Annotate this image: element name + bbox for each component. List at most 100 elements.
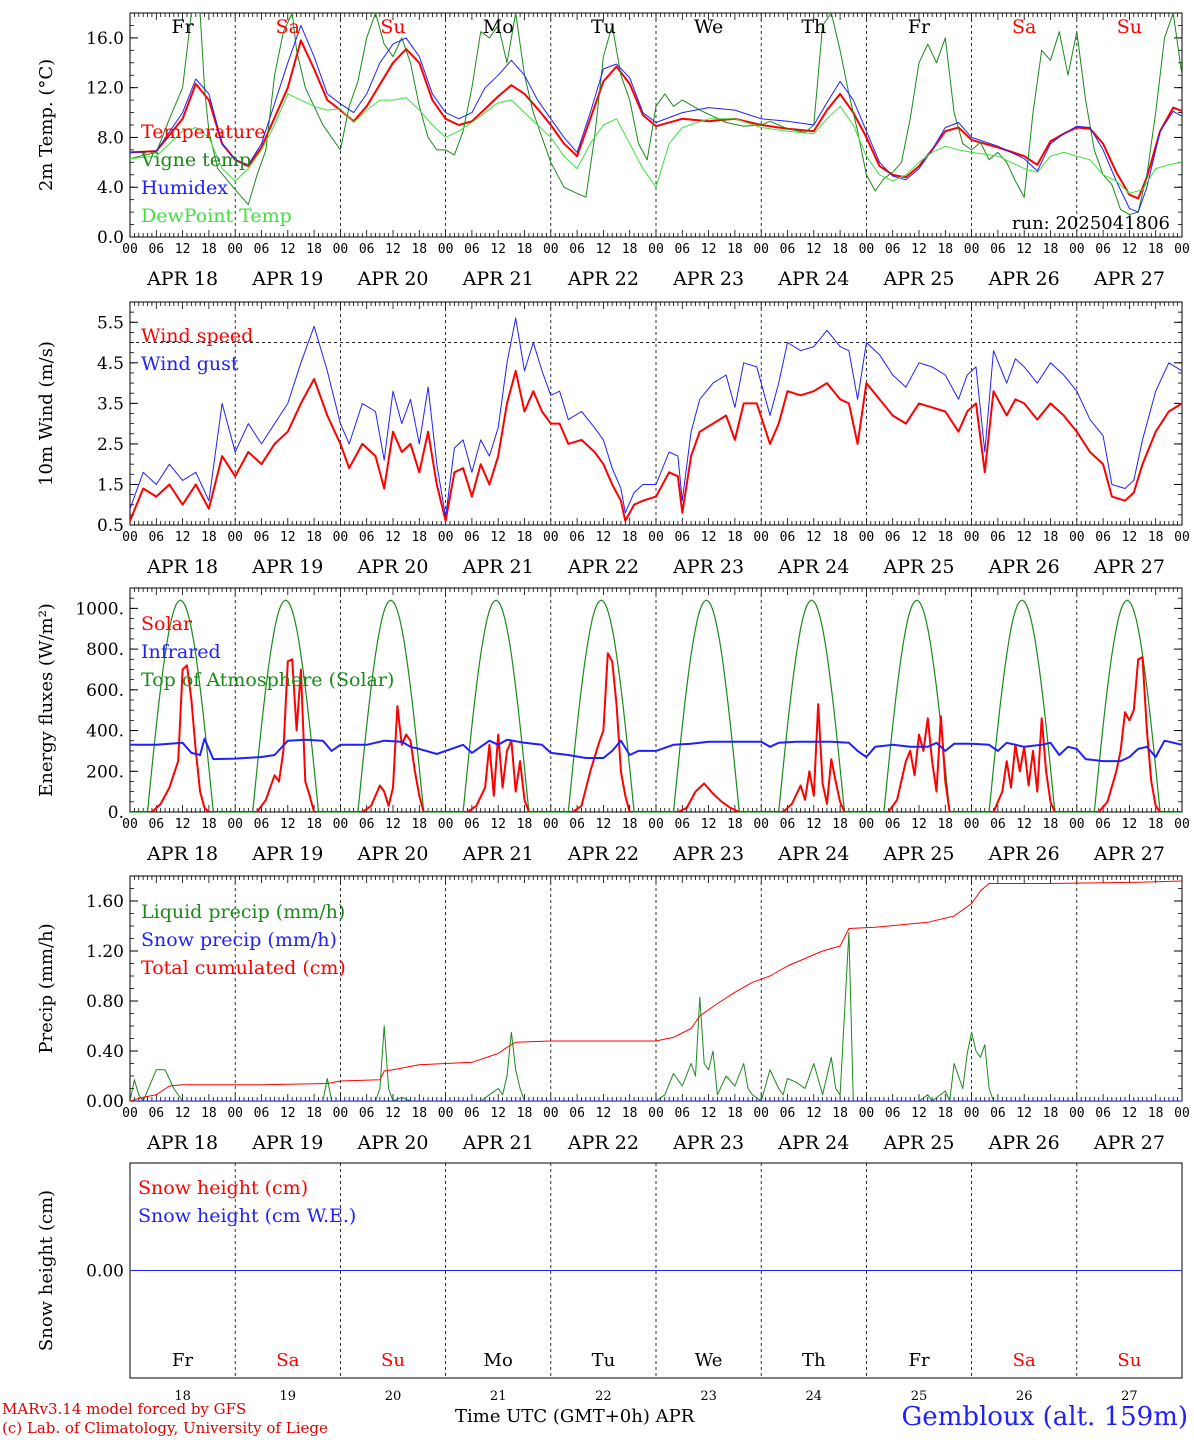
- y-tick-label: 8.0: [97, 128, 124, 148]
- hour-label: 00: [648, 242, 664, 257]
- date-label: APR 27: [1093, 268, 1165, 290]
- series-line: [130, 93, 1182, 194]
- hour-label: 18: [1148, 530, 1164, 545]
- hour-label: 00: [543, 817, 559, 832]
- hour-label: 12: [701, 817, 717, 832]
- hour-label: 00: [438, 242, 454, 257]
- hour-label: 00: [122, 1106, 138, 1121]
- series-line: [130, 13, 1182, 216]
- hour-label: 18: [937, 242, 953, 257]
- day-number: 19: [280, 1389, 297, 1404]
- hour-label: 12: [385, 1106, 401, 1121]
- legend-entry: Wind gust: [141, 353, 239, 375]
- hour-label: 00: [438, 530, 454, 545]
- model-credit: MARv3.14 model forced by GFS (c) Lab. of…: [2, 1400, 328, 1438]
- hour-label: 12: [806, 1106, 822, 1121]
- day-abbrev: Tu: [591, 16, 616, 38]
- series-line: [130, 39, 1182, 200]
- hour-label: 00: [859, 242, 875, 257]
- hour-label: 18: [1148, 242, 1164, 257]
- date-label: APR 18: [146, 1132, 218, 1154]
- date-label: APR 23: [672, 1132, 744, 1154]
- hour-label: 06: [569, 817, 585, 832]
- day-number: 24: [806, 1389, 823, 1404]
- series-line: [130, 369, 1182, 522]
- hour-label: 06: [885, 817, 901, 832]
- hour-label: 00: [859, 1106, 875, 1121]
- date-label: APR 22: [567, 843, 639, 865]
- day-abbrev: Sa: [276, 16, 300, 38]
- hour-label: 18: [201, 1106, 217, 1121]
- date-label: APR 18: [146, 268, 218, 290]
- y-axis-label: Snow height (cm): [36, 1190, 57, 1351]
- hour-label: 00: [1174, 817, 1190, 832]
- hour-label: 18: [622, 242, 638, 257]
- hour-label: 06: [464, 817, 480, 832]
- hour-label: 00: [753, 817, 769, 832]
- y-axis-label: Energy fluxes (W/m²): [36, 603, 57, 797]
- hour-label: 06: [1095, 1106, 1111, 1121]
- hour-label: 06: [1095, 530, 1111, 545]
- date-label: APR 18: [146, 556, 218, 578]
- hour-label: 00: [1069, 817, 1085, 832]
- y-tick-label: 0.80: [86, 992, 124, 1012]
- hour-label: 00: [1174, 242, 1190, 257]
- hour-label: 12: [806, 817, 822, 832]
- hour-label: 00: [543, 242, 559, 257]
- day-abbrev: Fr: [908, 1350, 929, 1371]
- hour-label: 00: [859, 817, 875, 832]
- hour-label: 12: [490, 817, 506, 832]
- hour-label: 06: [148, 1106, 164, 1121]
- panel-frame: [129, 301, 1183, 526]
- date-label: APR 25: [882, 843, 954, 865]
- hour-label: 00: [227, 817, 243, 832]
- day-abbrev: Su: [381, 1350, 405, 1371]
- hour-label: 00: [227, 242, 243, 257]
- hour-label: 12: [385, 817, 401, 832]
- credit-line-model: MARv3.14 model forced by GFS: [2, 1400, 247, 1418]
- hour-label: 00: [1069, 530, 1085, 545]
- hour-label: 06: [990, 530, 1006, 545]
- date-label: APR 21: [462, 268, 534, 290]
- y-tick-label: 4.0: [97, 178, 124, 198]
- hour-label: 06: [885, 1106, 901, 1121]
- date-label: APR 25: [882, 556, 954, 578]
- legend-entry: Infrared: [141, 641, 221, 663]
- legend-entry: Total cumulated (cm): [141, 957, 346, 979]
- day-number: 20: [385, 1389, 402, 1404]
- day-abbrev: Su: [1117, 1350, 1141, 1371]
- hour-label: 00: [648, 1106, 664, 1121]
- hour-label: 12: [280, 530, 296, 545]
- hour-label: 00: [648, 817, 664, 832]
- hour-label: 12: [911, 817, 927, 832]
- hour-label: 06: [254, 1106, 270, 1121]
- y-tick-label: 3.5: [97, 394, 124, 414]
- hour-label: 06: [359, 242, 375, 257]
- hour-label: 06: [990, 242, 1006, 257]
- hour-label: 06: [674, 530, 690, 545]
- hour-label: 18: [1148, 817, 1164, 832]
- hour-label: 00: [122, 242, 138, 257]
- date-label: APR 24: [777, 1132, 849, 1154]
- hour-label: 00: [333, 242, 349, 257]
- hour-label: 06: [569, 1106, 585, 1121]
- date-label: APR 26: [988, 843, 1060, 865]
- hour-label: 00: [333, 1106, 349, 1121]
- hour-label: 12: [596, 242, 612, 257]
- legend-entry: Solar: [141, 613, 193, 635]
- hour-label: 12: [1016, 817, 1032, 832]
- legend-entry: Humidex: [141, 177, 228, 199]
- legend-entry: Snow height (cm): [138, 1177, 308, 1199]
- date-label: APR 22: [567, 268, 639, 290]
- hour-label: 06: [1095, 242, 1111, 257]
- date-label: APR 19: [251, 843, 323, 865]
- date-label: APR 20: [356, 556, 428, 578]
- hour-label: 06: [254, 242, 270, 257]
- hour-label: 12: [175, 817, 191, 832]
- y-tick-label: 12.0: [86, 79, 124, 99]
- date-label: APR 27: [1093, 556, 1165, 578]
- day-abbrev: Fr: [908, 16, 931, 38]
- y-axis-label: 2m Temp. (°C): [36, 59, 57, 191]
- hour-label: 06: [359, 1106, 375, 1121]
